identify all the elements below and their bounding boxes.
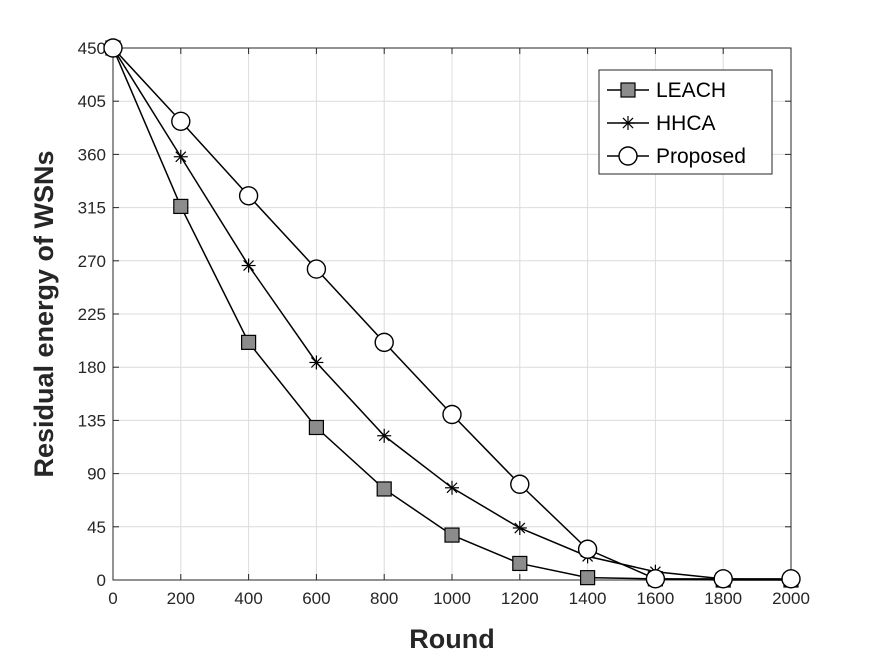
legend-label-proposed: Proposed: [656, 145, 746, 168]
legend-item-proposed: Proposed: [607, 145, 746, 168]
data-point-proposed: [442, 404, 462, 425]
x-tick-label: 1400: [569, 589, 607, 608]
x-axis-title: Round: [409, 624, 494, 654]
data-point-proposed: [306, 259, 327, 279]
x-tick-label: 400: [234, 589, 262, 608]
legend-item-hhca: HHCA: [607, 112, 716, 135]
x-tick-label: 600: [302, 589, 330, 608]
data-point-hhca: [377, 428, 392, 443]
data-point-proposed: [781, 569, 801, 589]
y-tick-label: 0: [97, 571, 106, 590]
data-point-proposed: [510, 474, 530, 494]
data-point-proposed: [171, 111, 191, 131]
data-point-proposed: [238, 186, 259, 206]
y-tick-label: 360: [78, 145, 106, 164]
data-point-hhca: [241, 258, 256, 273]
x-tick-label: 1200: [501, 589, 539, 608]
y-tick-label: 180: [78, 358, 106, 377]
series-group: [103, 38, 801, 589]
data-point-leach: [579, 570, 596, 586]
y-tick-label: 90: [87, 465, 106, 484]
x-tick-label: 2000: [772, 589, 810, 608]
y-tick-label: 315: [78, 199, 106, 218]
y-axis-title: Residual energy of WSNs: [29, 150, 59, 477]
y-tick-label: 225: [78, 305, 106, 324]
legend-marker-proposed: [618, 146, 638, 166]
x-tick-label: 1800: [704, 589, 742, 608]
data-point-leach: [444, 527, 460, 543]
legend-marker-hhca: [621, 116, 635, 130]
y-tick-label: 270: [78, 252, 106, 271]
x-tick-label: 1000: [433, 589, 471, 608]
data-point-leach: [173, 198, 189, 215]
data-point-hhca: [445, 480, 459, 495]
data-point-proposed: [103, 38, 123, 58]
series-proposed: [103, 38, 801, 589]
data-point-leach: [376, 481, 392, 497]
data-point-hhca: [512, 520, 527, 535]
y-tick-label: 45: [87, 518, 106, 537]
data-point-leach: [308, 419, 324, 436]
axis-ticks: 0 200 400 600 800 1000 1200 1400 1600 1800 2000 0 45…: [78, 39, 810, 608]
legend-item-leach: LEACH: [607, 79, 726, 102]
data-point-proposed: [374, 332, 394, 353]
data-point-hhca: [173, 149, 188, 164]
x-tick-label: 0: [108, 589, 117, 608]
data-point-proposed: [713, 569, 733, 589]
y-tick-label: 405: [78, 92, 106, 111]
x-tick-label: 800: [370, 589, 398, 608]
data-point-proposed: [645, 569, 666, 589]
legend-label-hhca: HHCA: [656, 112, 716, 135]
y-tick-label: 450: [78, 39, 106, 58]
x-tick-label: 200: [167, 589, 195, 608]
x-tick-label: 1600: [636, 589, 674, 608]
data-point-leach: [241, 334, 257, 350]
legend: LEACH HHCA Proposed: [598, 69, 773, 175]
legend-marker-leach: [620, 82, 636, 98]
data-point-proposed: [577, 539, 598, 559]
legend-label-leach: LEACH: [656, 79, 726, 102]
y-tick-label: 135: [78, 411, 106, 430]
data-point-hhca: [309, 355, 324, 370]
data-point-leach: [512, 555, 528, 572]
